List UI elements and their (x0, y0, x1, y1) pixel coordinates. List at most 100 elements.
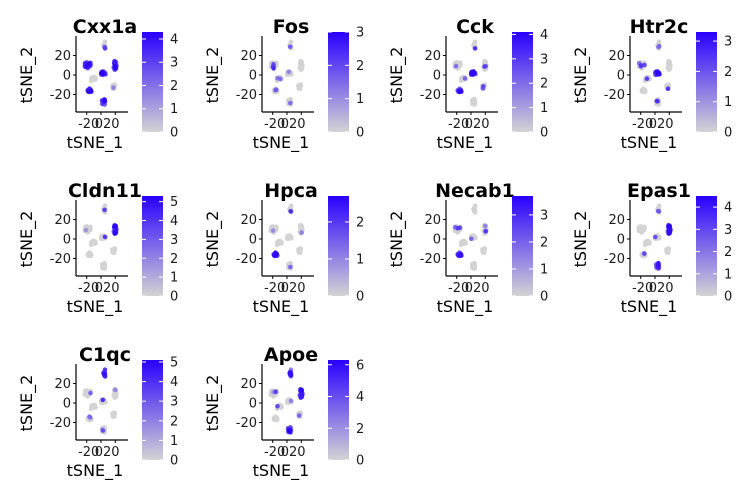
y-tick-label: 20 (608, 49, 625, 64)
colorbar-tick-label: 4 (724, 201, 732, 216)
colorbar-tick-label: 1 (356, 92, 364, 107)
y-tick-label: 0 (249, 69, 257, 84)
y-tick-label: 0 (63, 233, 71, 248)
scatter-point (472, 100, 478, 105)
scatter-point (100, 428, 106, 433)
scatter-point (286, 428, 292, 434)
x-tick-label: -20 (264, 281, 285, 296)
colorbar-tick-label: 1 (540, 262, 548, 277)
colorbar-tick-label: 0 (540, 126, 548, 141)
scatter-point (656, 262, 661, 268)
x-axis-label: tSNE_1 (621, 133, 678, 153)
colorbar (142, 32, 163, 132)
scatter-point (87, 414, 92, 420)
scatter-point (469, 236, 474, 242)
scatter-point (296, 83, 301, 88)
scatter-point (640, 89, 646, 94)
scatter-point (88, 390, 93, 396)
scatter-point (102, 264, 108, 269)
scatter-point (462, 76, 468, 81)
scatter-point (113, 387, 118, 393)
scatter-point (462, 240, 467, 245)
panel-title: Necab1 (435, 180, 515, 202)
scatter-point (299, 226, 304, 231)
y-tick-label: 20 (240, 213, 257, 228)
colorbar-tick-label: 2 (356, 215, 364, 230)
scatter-point (270, 224, 276, 229)
scatter-point (480, 247, 485, 252)
scatter-point (638, 224, 643, 229)
panel-title: Cck (456, 16, 494, 38)
colorbar-tick-label: 4 (170, 375, 178, 390)
colorbar-tick-label: 4 (540, 28, 548, 43)
x-axis-label: tSNE_1 (253, 297, 310, 317)
scatter-point (667, 62, 672, 67)
scatter-point (457, 88, 463, 94)
x-tick-label: 020 (649, 281, 674, 296)
scatter-point (483, 223, 488, 229)
panel-title: Fos (273, 16, 310, 38)
scatter-point (454, 60, 460, 65)
x-tick-label: 020 (465, 117, 490, 132)
y-tick-label: 20 (424, 213, 441, 228)
scatter-point (639, 228, 645, 233)
scatter-point (472, 71, 477, 76)
x-tick-label: -20 (264, 117, 285, 132)
y-axis-label: tSNE_2 (203, 211, 223, 268)
scatter-point (88, 89, 94, 94)
scatter-point (299, 388, 305, 393)
panel-title: Epas1 (627, 180, 691, 202)
y-tick-label: 0 (433, 233, 441, 248)
x-tick-label: -20 (448, 117, 469, 132)
scatter-point (275, 404, 280, 409)
scatter-point (286, 234, 292, 239)
colorbar-tick-label: 2 (170, 252, 178, 267)
scatter-point (112, 231, 118, 236)
y-tick-label: -20 (604, 252, 625, 267)
colorbar-tick-label: 0 (170, 290, 178, 305)
x-tick-label: -20 (78, 281, 99, 296)
y-tick-label: 20 (424, 49, 441, 64)
y-axis-label: tSNE_2 (387, 211, 407, 268)
colorbar-tick-label: 0 (356, 290, 364, 305)
colorbar-tick-label: 2 (170, 414, 178, 429)
scatter-point (86, 253, 92, 258)
scatter-point (299, 393, 304, 399)
y-tick-label: 0 (249, 397, 257, 412)
colorbar-tick-label: 1 (356, 252, 364, 267)
colorbar (696, 32, 717, 132)
scatter-point (664, 247, 669, 252)
colorbar-tick-label: 4 (170, 32, 178, 47)
scatter-point (288, 264, 293, 270)
x-axis-label: tSNE_1 (67, 461, 124, 481)
y-tick-label: 20 (240, 377, 257, 392)
scatter-point (455, 226, 461, 231)
colorbar-tick-label: 5 (170, 355, 178, 370)
colorbar (328, 196, 349, 296)
colorbar-tick-label: 3 (540, 208, 548, 223)
colorbar-tick-label: 1 (724, 267, 732, 282)
colorbar-tick-label: 3 (356, 26, 364, 41)
y-tick-label: -20 (50, 88, 71, 103)
scatter-point (472, 46, 478, 51)
colorbar-tick-label: 2 (724, 65, 732, 80)
scatter-point (111, 85, 116, 90)
scatter-point (102, 371, 107, 377)
x-axis-label: tSNE_1 (253, 133, 310, 153)
x-tick-label: 020 (281, 445, 306, 460)
scatter-point (102, 234, 108, 240)
panel-title: Cldn11 (68, 180, 142, 202)
colorbar-tick-label: 0 (356, 126, 364, 141)
y-tick-label: -20 (236, 416, 257, 431)
colorbar-tick-label: 2 (724, 245, 732, 260)
scatter-point (458, 251, 464, 257)
x-tick-label: 020 (649, 117, 674, 132)
scatter-point (656, 209, 662, 214)
y-tick-label: 0 (249, 233, 257, 248)
x-tick-label: 020 (95, 281, 120, 296)
colorbar (142, 196, 163, 296)
y-axis-label: tSNE_2 (571, 211, 591, 268)
